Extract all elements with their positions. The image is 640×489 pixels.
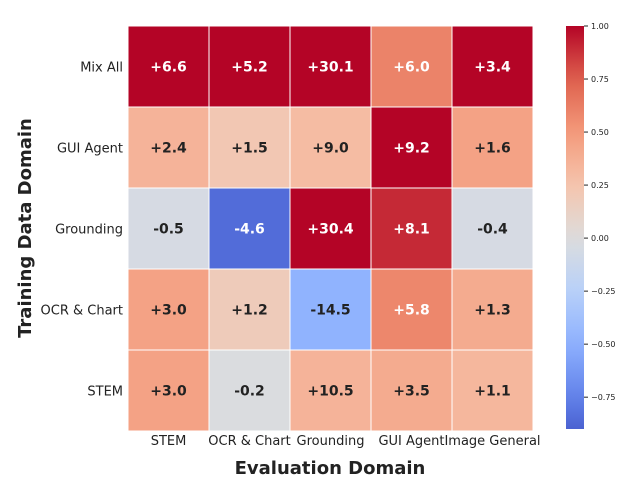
cell-value-label: +5.8 xyxy=(393,303,430,319)
colorbar-tick-label: 0.00 xyxy=(591,234,609,243)
heatmap-cell xyxy=(208,187,291,270)
cell-value-label: +5.2 xyxy=(231,60,268,76)
cell-value-label: -4.6 xyxy=(234,222,265,238)
heatmap-cell xyxy=(289,349,372,432)
x-tick-label: Grounding xyxy=(297,434,365,449)
cell-value-label: +9.2 xyxy=(393,141,430,157)
heatmap-cell xyxy=(289,268,372,351)
heatmap-cell xyxy=(370,187,453,270)
cell-value-label: +6.0 xyxy=(393,60,430,76)
heatmap-cell xyxy=(451,187,534,270)
heatmap-cell xyxy=(289,25,372,108)
y-tick-labels: Mix All GUI Agent Grounding OCR & Chart STEM xyxy=(41,61,123,400)
heatmap-cell xyxy=(451,349,534,432)
cell-value-label: +30.4 xyxy=(307,222,354,238)
cell-value-label: +1.6 xyxy=(474,141,511,157)
colorbar-tick-label: 1.00 xyxy=(591,22,609,31)
colorbar-tick-label: −0.50 xyxy=(591,340,616,349)
heatmap-cell xyxy=(451,25,534,108)
x-tick-labels: STEM OCR & Chart Grounding GUI Agent Image G… xyxy=(151,434,541,449)
cell-value-label: +6.6 xyxy=(150,60,187,76)
x-tick-label: Image General xyxy=(444,434,540,449)
heatmap-cell xyxy=(451,268,534,351)
colorbar-tick-label: 0.50 xyxy=(591,128,609,137)
heatmap-cells: +6.6 +5.2 +30.1 +6.0 +3.4 +2.4 +1.5 +9.0 +9.2 +1.… xyxy=(127,25,534,432)
colorbar-tick-label: −0.25 xyxy=(591,287,616,296)
colorbar-ticks: 1.00 0.75 0.50 0.25 0.00 −0.25 −0.50 −0.75 xyxy=(584,22,616,402)
cell-value-label: -0.4 xyxy=(477,222,508,238)
y-axis-title: Training Data Domain xyxy=(15,118,36,338)
y-tick-label: Mix All xyxy=(80,61,123,76)
cell-value-label: +2.4 xyxy=(150,141,187,157)
cell-value-label: +1.5 xyxy=(231,141,268,157)
y-tick-label: OCR & Chart xyxy=(41,304,123,319)
cell-value-label: +1.2 xyxy=(231,303,268,319)
heatmap-cell xyxy=(289,187,372,270)
cell-value-label: -0.5 xyxy=(153,222,184,238)
cell-value-label: +3.0 xyxy=(150,384,187,400)
heatmap-cell xyxy=(127,268,210,351)
heatmap-cell xyxy=(208,268,291,351)
y-tick-label: STEM xyxy=(87,385,123,400)
cell-value-label: +1.1 xyxy=(474,384,511,400)
heatmap-cell xyxy=(289,106,372,189)
cell-value-label: +9.0 xyxy=(312,141,349,157)
y-tick-label: GUI Agent xyxy=(57,142,123,157)
x-axis-title: Evaluation Domain xyxy=(235,458,426,479)
colorbar-tick-label: 0.75 xyxy=(591,75,609,84)
colorbar xyxy=(566,26,584,429)
cell-value-label: +8.1 xyxy=(393,222,430,238)
cell-value-label: -14.5 xyxy=(310,303,350,319)
heatmap-cell xyxy=(208,25,291,108)
heatmap-cell xyxy=(127,349,210,432)
x-tick-label: GUI Agent xyxy=(378,434,444,449)
colorbar-tick-label: −0.75 xyxy=(591,393,616,402)
heatmap-cell xyxy=(127,106,210,189)
x-tick-label: OCR & Chart xyxy=(208,434,290,449)
cell-value-label: -0.2 xyxy=(234,384,265,400)
heatmap-cell xyxy=(370,268,453,351)
cell-value-label: +3.0 xyxy=(150,303,187,319)
heatmap-cell xyxy=(370,25,453,108)
heatmap-cell xyxy=(451,106,534,189)
cell-value-label: +3.5 xyxy=(393,384,430,400)
cell-value-label: +30.1 xyxy=(307,60,353,76)
heatmap-cell xyxy=(208,349,291,432)
y-tick-label: Grounding xyxy=(55,223,123,238)
cell-value-label: +1.3 xyxy=(474,303,511,319)
heatmap-cell xyxy=(127,25,210,108)
colorbar-tick-label: 0.25 xyxy=(591,181,609,190)
cell-value-label: +10.5 xyxy=(307,384,353,400)
x-tick-label: STEM xyxy=(151,434,187,449)
cell-value-label: +3.4 xyxy=(474,60,511,76)
